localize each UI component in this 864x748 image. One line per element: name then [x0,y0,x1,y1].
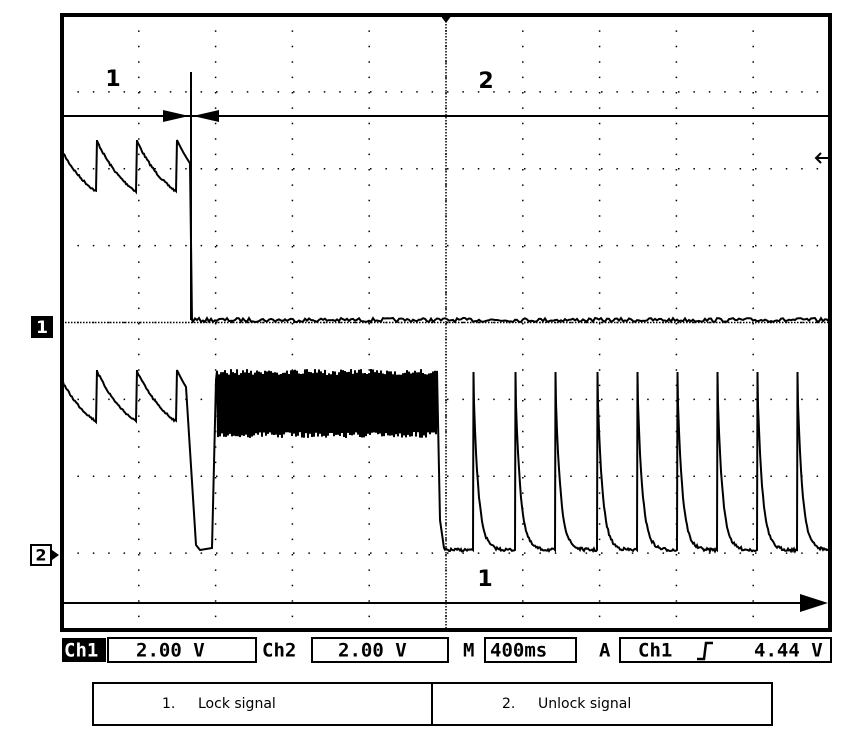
trigger-slope-icon [697,641,713,661]
legend-label: Lock signal [198,696,276,712]
trigger-level-marker [814,152,828,164]
legend-label: Unlock signal [538,696,631,712]
annotation: 1 [105,67,120,92]
annotation: 1 [477,567,492,592]
ch1-marker [31,316,53,338]
ch1-scale: 2.00 V [136,640,205,662]
ch2-marker-label: 2 [35,546,46,565]
ch1-label-box [62,638,106,662]
trigger-level: 4.44 V [754,640,823,662]
ch2-label: Ch2 [262,640,296,662]
ch2-scale: 2.00 V [338,640,407,662]
ch1-trace [61,139,830,324]
timebase: 400ms [490,640,547,662]
ch2-marker [30,544,52,566]
trigger-label: A [599,640,611,662]
waveforms [61,139,831,554]
trigger-position [440,15,452,23]
trigger-source: Ch1 [638,640,672,662]
legend-number: 2. [502,696,515,712]
arrow-head [800,594,828,612]
annotation: 2 [478,69,493,94]
ch1-label: Ch1 [64,640,98,662]
ch1-marker-label: 1 [36,318,48,338]
timebase-label: M [463,640,474,662]
trigger-box [619,637,832,663]
timebase-box [484,637,577,663]
arrow-head [193,110,219,122]
legend-number: 1. [162,696,175,712]
ch2-scale-box [311,637,449,663]
ch2-trace [61,368,831,554]
ch2-marker-arrow [52,550,59,560]
ch1-scale-box [107,637,257,663]
arrow-head [163,110,189,122]
